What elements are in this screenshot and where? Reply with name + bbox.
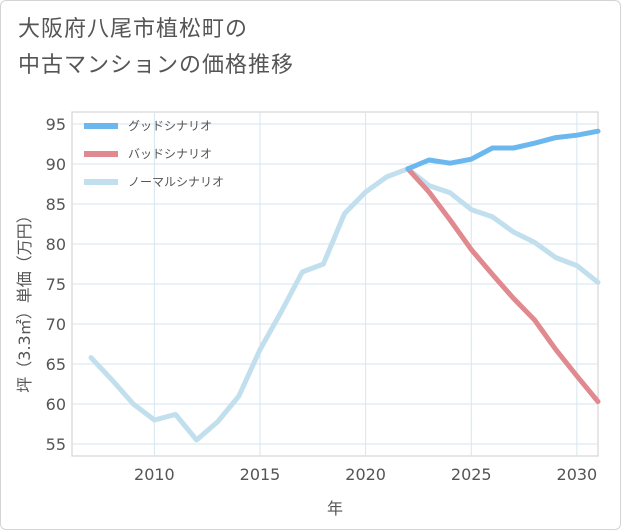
x-tick-2020: 2020 [345, 465, 386, 484]
series-line-0 [405, 128, 601, 172]
x-tick-labels: 2010 2015 2020 2025 2030 [134, 465, 597, 484]
x-tick-2030: 2030 [557, 465, 598, 484]
series-line-2 [88, 166, 601, 443]
y-tick-labels: 55 60 65 70 75 80 85 90 95 [46, 115, 66, 454]
series-lines [88, 128, 601, 443]
y-tick-70: 70 [46, 315, 66, 334]
y-tick-55: 55 [46, 435, 66, 454]
x-tick-2025: 2025 [451, 465, 492, 484]
y-tick-80: 80 [46, 235, 66, 254]
x-tick-2010: 2010 [134, 465, 175, 484]
chart-title-line2: 中古マンションの価格推移 [18, 53, 295, 78]
y-tick-60: 60 [46, 395, 66, 414]
y-axis-label: 坪（3.3㎡）単価（万円） [15, 207, 34, 392]
chart-title-line1: 大阪府八尾市植松町の [18, 17, 249, 42]
legend-label-1: バッドシナリオ [128, 147, 212, 161]
y-gridlines [72, 123, 598, 445]
y-tick-75: 75 [46, 275, 66, 294]
chart-title: 大阪府八尾市植松町の 中古マンションの価格推移 [18, 12, 294, 84]
series-line-1 [405, 166, 601, 405]
y-tick-85: 85 [46, 195, 66, 214]
y-tick-90: 90 [46, 155, 66, 174]
x-axis-label: 年 [327, 499, 343, 518]
legend-label-0: グッドシナリオ [128, 119, 212, 133]
y-tick-95: 95 [46, 115, 66, 134]
x-tick-2015: 2015 [240, 465, 281, 484]
y-tick-65: 65 [46, 355, 66, 374]
legend-label-2: ノーマルシナリオ [128, 175, 224, 189]
